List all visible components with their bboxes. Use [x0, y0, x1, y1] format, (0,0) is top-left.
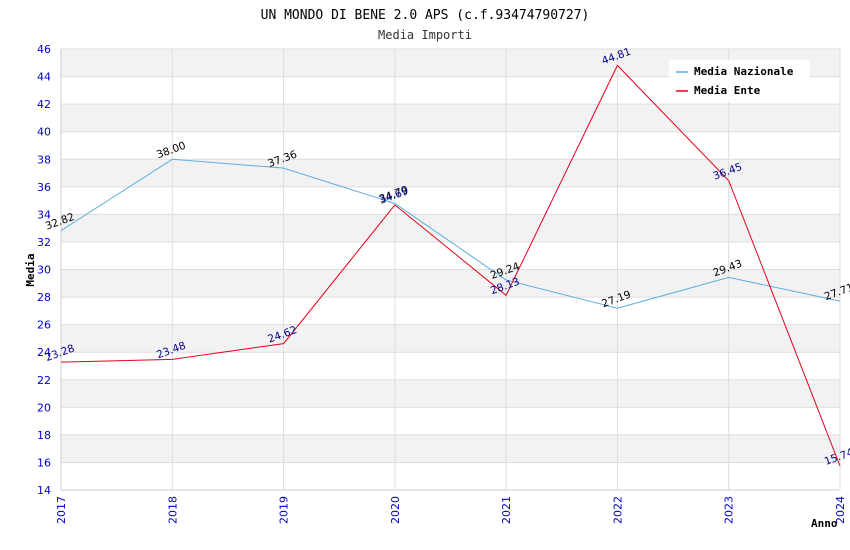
x-tick-label: 2022	[611, 496, 624, 524]
grid-band	[61, 159, 840, 187]
grid-band	[61, 241, 840, 270]
grid-band	[61, 297, 840, 325]
y-tick-label: 30	[37, 264, 51, 277]
y-tick-label: 46	[37, 43, 51, 56]
x-axis-ticks: 2017 2018 2019 2020 2021 2022 2023 2024	[55, 496, 847, 524]
grid-band	[61, 131, 840, 160]
x-tick-label: 2024	[834, 496, 847, 524]
series-line-media-ente	[60, 64, 841, 467]
y-axis-title: Media	[24, 253, 37, 286]
y-tick-label: 18	[37, 429, 51, 442]
grid-band	[61, 186, 840, 215]
x-tick-label: 2019	[278, 496, 291, 524]
y-tick-label: 26	[37, 319, 51, 332]
y-tick-label: 32	[37, 236, 51, 249]
series-line-media-nazionale	[60, 158, 841, 309]
gridlines	[60, 48, 841, 491]
y-tick-label: 40	[37, 126, 51, 139]
y-tick-label: 38	[37, 153, 51, 166]
x-tick-label: 2023	[723, 496, 736, 524]
grid-band	[61, 462, 840, 490]
grid-band	[61, 214, 840, 242]
legend: Media Nazionale Media Ente	[669, 60, 810, 102]
legend-label-media-ente: Media Ente	[694, 84, 761, 97]
chart-subtitle: Media Importi	[378, 28, 472, 42]
x-tick-label: 2018	[166, 496, 179, 524]
grid-band	[61, 407, 840, 435]
y-tick-label: 16	[37, 456, 51, 469]
grid-band	[61, 324, 840, 353]
y-tick-label: 28	[37, 291, 51, 304]
chart-title: UN MONDO DI BENE 2.0 APS (c.f.9347479072…	[261, 8, 590, 23]
plot-background-bands	[61, 49, 840, 490]
y-tick-label: 34	[37, 208, 51, 221]
grid-band	[61, 379, 840, 408]
x-tick-label: 2020	[389, 496, 402, 524]
legend-label-media-nazionale: Media Nazionale	[694, 65, 794, 78]
grid-band	[61, 269, 840, 298]
series-lines	[60, 64, 841, 467]
grid-band	[61, 434, 840, 463]
y-tick-label: 42	[37, 98, 51, 111]
y-tick-label: 20	[37, 401, 51, 414]
y-tick-label: 14	[37, 484, 51, 497]
grid-band	[61, 352, 840, 380]
x-tick-label: 2017	[55, 496, 68, 524]
y-tick-label: 44	[37, 71, 51, 84]
grid-band	[61, 104, 840, 132]
x-tick-label: 2021	[500, 496, 513, 524]
y-tick-label: 22	[37, 374, 51, 387]
legend-box	[669, 60, 810, 102]
x-axis-title: Anno	[811, 517, 838, 530]
y-axis-ticks: 14 16 18 20 22 24 26 28 30 32 34 36 38 40 42 44 46	[37, 43, 51, 497]
y-tick-label: 24	[37, 346, 51, 359]
y-tick-label: 36	[37, 181, 51, 194]
